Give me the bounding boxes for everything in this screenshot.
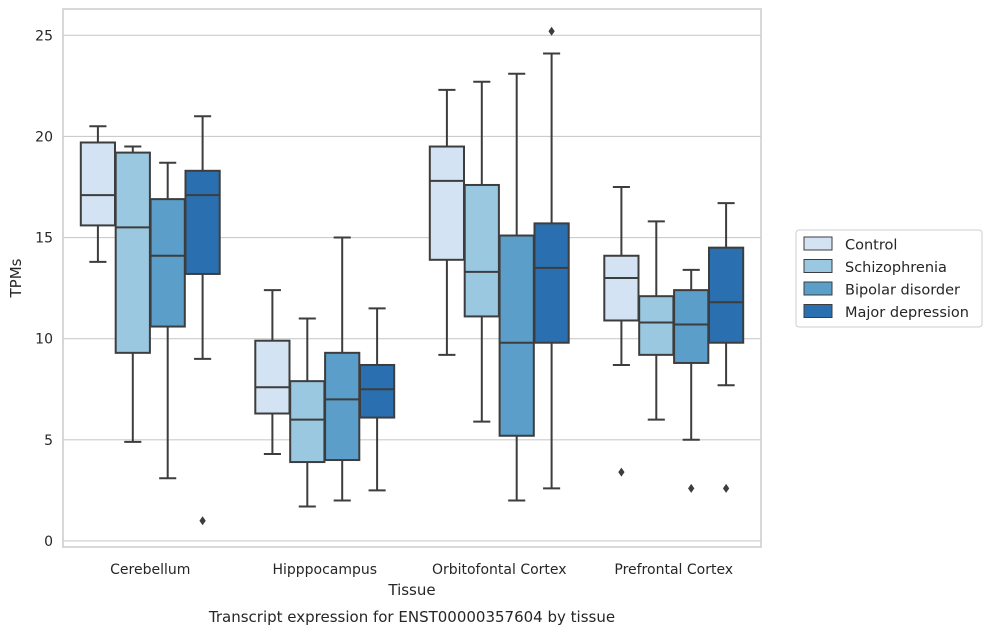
box-control [428, 88, 466, 356]
legend-swatch [803, 259, 833, 273]
box-iqr [673, 289, 710, 364]
box-iqr [428, 145, 466, 261]
y-tick-label: 5 [44, 433, 53, 449]
x-tick-label: Cerebellum [110, 562, 190, 578]
box-bipolar-disorder [673, 268, 710, 493]
box-iqr [289, 380, 326, 464]
outlier-point [199, 516, 206, 526]
box-bipolar-disorder [149, 161, 186, 480]
outlier-point [688, 483, 695, 493]
legend-label: Control [845, 238, 897, 254]
x-tick-label: Hipppocampus [272, 562, 377, 578]
box-iqr [463, 183, 500, 318]
box-control [254, 289, 291, 455]
box-iqr [603, 254, 640, 322]
outlier-point [722, 483, 730, 493]
box-iqr [533, 222, 570, 344]
box-schizophrenia [463, 80, 500, 423]
box-major-depression [707, 202, 745, 493]
x-axis-ticks: Cerebellum Hipppocampus Orbitofontal Corte… [110, 562, 733, 578]
box-schizophrenia [289, 317, 326, 508]
box-major-depression [184, 115, 221, 526]
box-iqr [114, 151, 151, 354]
legend-label: Major depression [845, 305, 969, 321]
box-bipolar-disorder [498, 72, 535, 502]
box-major-depression [358, 307, 396, 492]
box-iqr [498, 234, 535, 437]
box-iqr [254, 339, 291, 415]
figure-caption: Transcript expression for ENST0000035760… [208, 608, 615, 626]
x-axis-title: Tissue [387, 581, 435, 599]
box-plots [79, 26, 745, 526]
box-iqr [707, 246, 745, 344]
outlier-point [618, 467, 625, 477]
box-schizophrenia [638, 220, 675, 421]
legend-swatch [803, 281, 833, 296]
box-control [79, 125, 117, 263]
legend-swatch [803, 304, 833, 318]
legend-label: Bipolar disorder [845, 283, 960, 299]
legend-swatch [803, 236, 833, 251]
box-iqr [149, 198, 186, 328]
plot-frame [62, 8, 762, 548]
y-tick-label: 0 [44, 534, 53, 550]
y-tick-label: 20 [35, 129, 53, 145]
y-tick-label: 15 [35, 231, 53, 247]
y-axis-title: TPMs [7, 258, 25, 298]
legend: Control Schizophrenia Bipolar disorder Majo… [795, 229, 983, 328]
box-control [603, 185, 640, 477]
box-bipolar-disorder [324, 236, 361, 502]
y-tick-label: 10 [35, 332, 53, 348]
box-iqr [324, 351, 361, 462]
y-tick-label: 25 [35, 28, 53, 44]
box-iqr [184, 169, 221, 275]
legend-label: Schizophrenia [845, 260, 947, 276]
outlier-point [548, 26, 555, 36]
x-tick-label: Prefrontal Cortex [614, 562, 733, 578]
box-iqr [79, 141, 117, 227]
y-axis-ticks: 0 5 10 15 20 25 [35, 28, 53, 550]
box-iqr [638, 295, 675, 356]
x-tick-label: Orbitofontal Cortex [432, 562, 567, 578]
box-iqr [358, 363, 396, 419]
box-major-depression [533, 26, 570, 490]
box-schizophrenia [114, 145, 151, 443]
legend-frame [795, 229, 983, 328]
